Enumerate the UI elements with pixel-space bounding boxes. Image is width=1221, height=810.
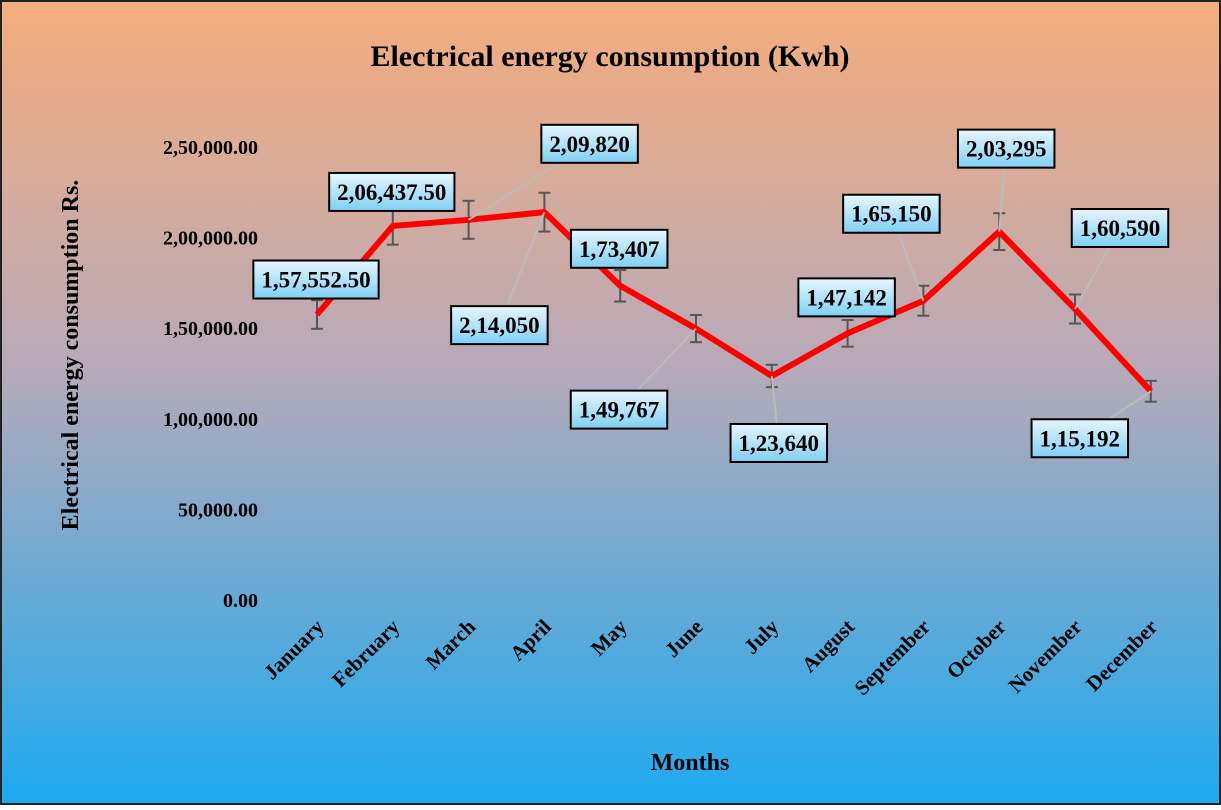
x-axis-label: Months <box>651 750 730 776</box>
data-label: 2,06,437.50 <box>337 180 446 205</box>
y-tick-label: 1,00,000.00 <box>163 409 258 431</box>
y-tick-label: 2,50,000.00 <box>163 137 258 159</box>
data-label: 1,49,767 <box>579 398 660 423</box>
data-label: 1,47,142 <box>806 285 887 310</box>
y-axis-label: Electrical energy consumption Rs. <box>58 180 84 531</box>
y-tick-label: 1,50,000.00 <box>163 318 258 340</box>
data-label-box <box>729 422 829 463</box>
y-tick-label: 2,00,000.00 <box>163 228 258 250</box>
data-label-box <box>1030 418 1130 459</box>
data-label-box <box>842 193 941 234</box>
data-label: 2,14,050 <box>459 313 540 338</box>
data-label: 1,60,590 <box>1080 216 1161 241</box>
data-label-box <box>540 123 639 164</box>
data-label-box <box>1070 208 1170 249</box>
chart-title: Electrical energy consumption (Kwh) <box>370 40 849 73</box>
data-label: 1,23,640 <box>739 431 820 456</box>
data-label: 1,57,552.50 <box>261 268 370 293</box>
data-label-box <box>450 305 549 346</box>
data-label: 1,65,150 <box>851 202 932 227</box>
data-label: 1,15,192 <box>1040 426 1121 451</box>
y-tick-label: 0.00 <box>223 590 258 612</box>
data-label-box <box>569 228 669 269</box>
data-label-box <box>569 389 669 430</box>
data-label-box <box>956 128 1056 169</box>
data-label-box <box>328 171 456 212</box>
data-label: 2,03,295 <box>966 137 1047 162</box>
data-label: 1,73,407 <box>579 237 660 262</box>
y-tick-label: 50,000.00 <box>178 499 258 521</box>
data-label-box <box>252 259 380 300</box>
data-label: 2,09,820 <box>549 132 630 157</box>
series-line <box>314 209 1154 394</box>
data-label-box <box>797 277 896 318</box>
